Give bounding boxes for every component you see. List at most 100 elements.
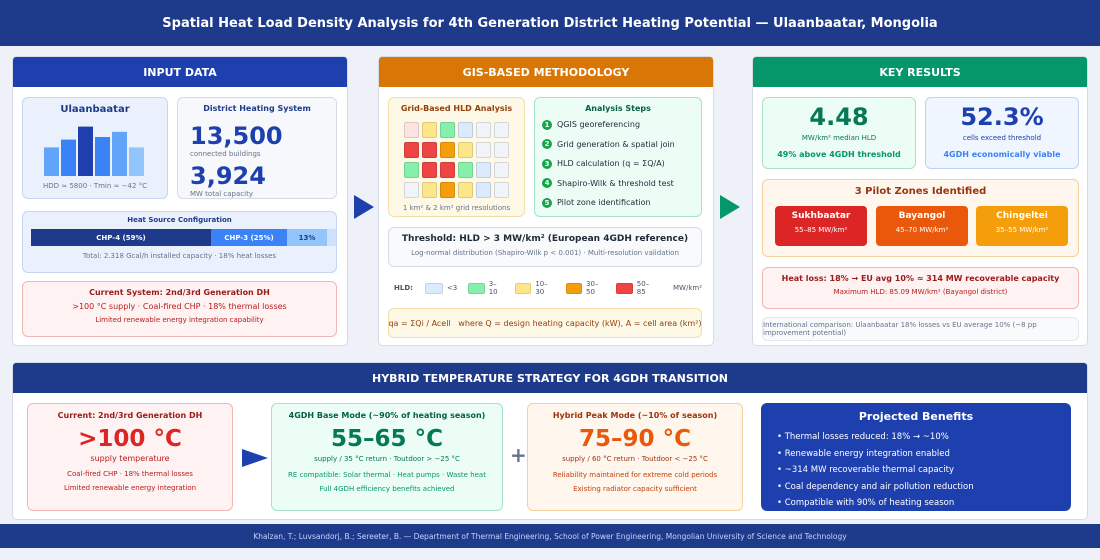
zone-name: Chingeltei	[996, 211, 1048, 221]
zone-chingeltei: Chingeltei 35–55 MW/km²	[976, 206, 1068, 246]
step-1: 1 QGIS georeferencing	[542, 115, 675, 135]
step-label: Pilot zone identification	[557, 198, 651, 208]
median-hld-value: 4.48	[809, 103, 869, 131]
median-hld-label: MW/km² median HLD	[801, 134, 877, 142]
page-title: Spatial Heat Load Density Analysis for 4…	[0, 0, 1100, 46]
legend-item: 50–85	[616, 280, 656, 296]
current-system-line1: >100 °C supply · Coal-fired CHP · 18% th…	[72, 302, 287, 311]
benefits-list: • Thermal losses reduced: 18% → ~10% • R…	[777, 429, 974, 512]
step-label: QGIS georeferencing	[557, 120, 641, 130]
grid-cell	[422, 122, 437, 138]
buildings-value: 13,500	[190, 122, 283, 150]
legend-item-label: 50–85	[636, 280, 650, 296]
city-card: Ulaanbaatar HDD ≈ 5800 · Tmin ≈ −42 °C	[22, 97, 168, 199]
legend-item: 3–10	[468, 280, 504, 296]
arrow-right-icon	[354, 195, 374, 219]
hybrid-current-line1: Coal-fired CHP · 18% thermal losses	[67, 470, 193, 478]
heat-source-segment	[326, 229, 336, 246]
legend-item-label: 30–50	[586, 280, 599, 296]
heat-loss-line1: Heat loss: 18% → EU avg 10% ≈ 314 MW rec…	[781, 274, 1060, 283]
input-data-header: INPUT DATA	[13, 57, 347, 87]
building-bar	[61, 139, 76, 176]
results-header: KEY RESULTS	[753, 57, 1087, 87]
methodology-header: GIS-BASED METHODOLOGY	[379, 57, 713, 87]
exceed-label: cells exceed threshold	[962, 134, 1042, 142]
grid-cell	[422, 142, 437, 158]
step-label: HLD calculation (q = ΣQ/A)	[557, 159, 665, 169]
legend-item: <3	[424, 282, 458, 294]
grid-cell	[404, 182, 419, 198]
peak-mode-line1: Reliability maintained for extreme cold …	[552, 471, 718, 479]
heat-source-card: Heat Source Configuration CHP-4 (59%) CHP…	[22, 211, 337, 273]
grid-cell	[476, 142, 491, 158]
legend-swatch	[616, 282, 633, 294]
grid-cell	[440, 122, 455, 138]
benefits-card: Projected Benefits • Thermal losses redu…	[761, 403, 1071, 511]
input-data-panel: INPUT DATA Ulaanbaatar HDD ≈ 5800 · Tmin…	[12, 56, 348, 346]
grid-cell	[458, 182, 473, 198]
base-mode-line1: RE compatible: Solar thermal · Heat pump…	[288, 471, 486, 479]
grid-cell	[458, 162, 473, 178]
zone-name: Bayangol	[898, 211, 946, 221]
grid-cell	[440, 162, 455, 178]
grid-cell	[404, 142, 419, 158]
capacity-value: 3,924	[190, 162, 266, 190]
hld-legend: HLD: <3 3–10 10–30 30–50 50–85 MW/km²	[388, 276, 702, 300]
threshold-card: Threshold: HLD > 3 MW/km² (European 4GDH…	[388, 227, 702, 267]
pilot-zones-title: 3 Pilot Zones Identified	[854, 186, 987, 197]
zone-range: 35–55 MW/km²	[995, 226, 1049, 234]
median-hld-note: 49% above 4GDH threshold	[777, 150, 901, 159]
city-title: Ulaanbaatar	[60, 104, 130, 115]
results-panel: KEY RESULTS 4.48 MW/km² median HLD 49% a…	[752, 56, 1088, 346]
building-bar	[112, 131, 127, 176]
step-number: 1	[542, 119, 552, 130]
grid-cell	[458, 142, 473, 158]
legend-unit: MW/km²	[673, 284, 702, 292]
grid-cell	[494, 162, 509, 178]
dh-card: District Heating System 13,500 connected…	[177, 97, 337, 199]
building-bar	[95, 137, 110, 176]
grid-cell	[476, 122, 491, 138]
zone-range: 55–85 MW/km²	[794, 226, 848, 234]
heat-source-bar: CHP-4 (59%) CHP-3 (25%) 13%	[31, 229, 336, 246]
methodology-panel: GIS-BASED METHODOLOGY Grid-Based HLD Ana…	[378, 56, 714, 346]
footer-credits: Khalzan, T.; Luvsandorj, B.; Sereeter, B…	[0, 524, 1100, 548]
current-system-line2: Limited renewable energy integration cap…	[95, 316, 264, 324]
formula-card: qa = ΣQi / Acell where Q = design heatin…	[388, 308, 702, 338]
grid-cell	[440, 182, 455, 198]
grid-cell	[422, 162, 437, 178]
exceed-note: 4GDH economically viable	[943, 150, 1061, 159]
step-5: 5 Pilot zone identification	[542, 193, 675, 213]
grid-cell	[494, 142, 509, 158]
grid-cell	[404, 162, 419, 178]
base-mode-line2: Full 4GDH efficiency benefits achieved	[319, 485, 455, 493]
step-3: 3 HLD calculation (q = ΣQ/A)	[542, 154, 675, 174]
step-label: Grid generation & spatial join	[557, 139, 675, 149]
peak-mode-sub: supply / 60 °C return · Toutdoor < −25 °…	[562, 455, 708, 463]
heat-source-segment: 13%	[287, 229, 327, 246]
hybrid-header: HYBRID TEMPERATURE STRATEGY FOR 4GDH TRA…	[13, 363, 1087, 393]
benefit-item: • ~314 MW recoverable thermal capacity	[777, 465, 954, 476]
benefit-item: • Renewable energy integration enabled	[777, 448, 950, 459]
legend-swatch	[565, 282, 583, 294]
pilot-zones-card: 3 Pilot Zones Identified Sukhbaatar 55–8…	[762, 179, 1079, 257]
legend-label: HLD:	[394, 284, 413, 292]
step-number: 3	[542, 158, 552, 169]
base-mode-card: 4GDH Base Mode (~90% of heating season) …	[271, 403, 503, 511]
threshold-title: Threshold: HLD > 3 MW/km² (European 4GDH…	[401, 234, 689, 244]
step-label: Shapiro-Wilk & threshold test	[557, 178, 674, 188]
plus-sign: +	[510, 443, 527, 467]
grid-cell	[476, 162, 491, 178]
benefits-title: Projected Benefits	[858, 410, 974, 423]
heat-loss-card: Heat loss: 18% → EU avg 10% ≈ 314 MW rec…	[762, 267, 1079, 309]
building-bar	[129, 147, 144, 176]
building-bar	[44, 147, 59, 176]
grid-cell	[476, 182, 491, 198]
peak-mode-temp: 75–90 °C	[579, 426, 691, 452]
building-bar	[78, 126, 93, 176]
benefit-item: • Coal dependency and air pollution redu…	[777, 481, 974, 492]
steps-list: 1 QGIS georeferencing 2 Grid generation & …	[542, 115, 675, 213]
grid-cell	[494, 122, 509, 138]
threshold-caption: Log-normal distribution (Shapiro-Wilk p …	[411, 249, 679, 257]
legend-item-label: <3	[446, 284, 458, 292]
